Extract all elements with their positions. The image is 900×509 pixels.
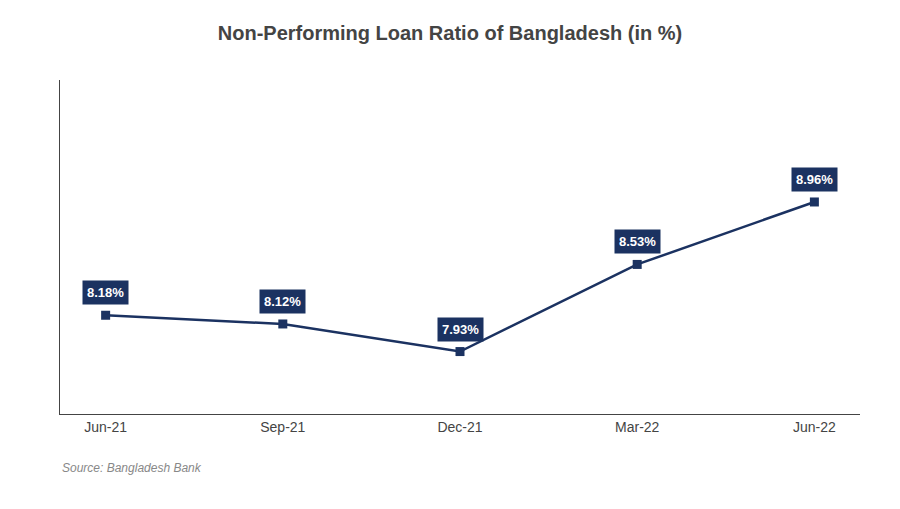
svg-text:8.53%: 8.53% — [619, 234, 656, 249]
svg-text:Jun-21: Jun-21 — [84, 419, 127, 435]
svg-text:8.12%: 8.12% — [264, 294, 301, 309]
svg-text:Dec-21: Dec-21 — [437, 419, 482, 435]
svg-text:Sep-21: Sep-21 — [260, 419, 305, 435]
svg-text:Non-Performing Loan Ratio of B: Non-Performing Loan Ratio of Bangladesh … — [218, 22, 682, 44]
svg-text:Mar-22: Mar-22 — [615, 419, 660, 435]
svg-text:Jun-22: Jun-22 — [793, 419, 836, 435]
svg-text:8.96%: 8.96% — [796, 172, 833, 187]
svg-text:7.93%: 7.93% — [442, 322, 479, 337]
svg-text:8.18%: 8.18% — [87, 285, 124, 300]
svg-text:Source: Bangladesh Bank: Source: Bangladesh Bank — [62, 461, 202, 475]
